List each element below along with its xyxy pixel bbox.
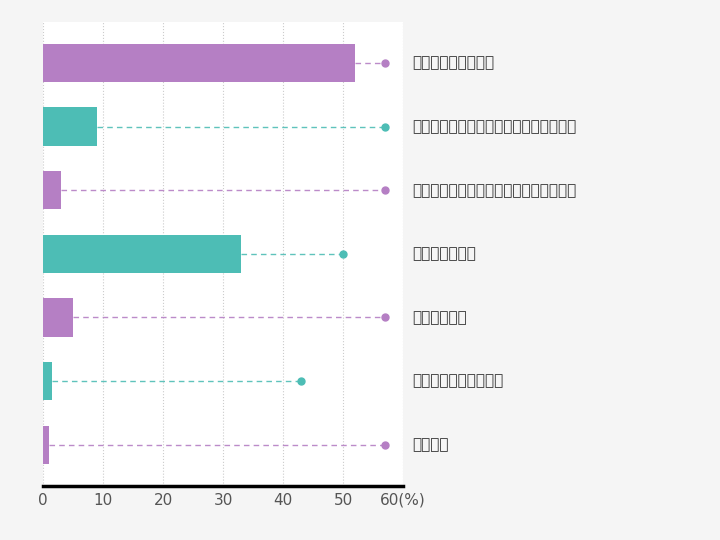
- Bar: [43, 44, 355, 82]
- Bar: [43, 107, 97, 146]
- Text: カカオだけ３日に１回: カカオだけ３日に１回: [413, 374, 503, 389]
- Bar: [43, 426, 49, 464]
- Text: カカオは毎日・電話は１ヶ月に１、２回: カカオは毎日・電話は１ヶ月に１、２回: [413, 183, 577, 198]
- Text: 電話だけ毎日: 電話だけ毎日: [413, 310, 467, 325]
- Text: カカオは毎日・電話は１週間に１、２回: カカオは毎日・電話は１週間に１、２回: [413, 119, 577, 134]
- Bar: [43, 171, 61, 210]
- Bar: [43, 235, 241, 273]
- Text: 特になし: 特になし: [413, 437, 449, 452]
- Bar: [43, 298, 73, 336]
- Text: カカオも電話も毎日: カカオも電話も毎日: [413, 56, 495, 70]
- Text: カカオだけ毎日: カカオだけ毎日: [413, 246, 476, 261]
- Bar: [43, 362, 52, 400]
